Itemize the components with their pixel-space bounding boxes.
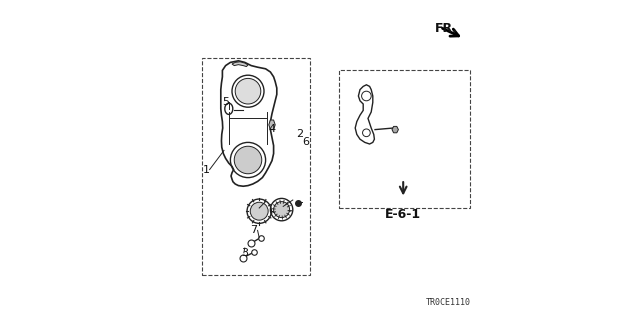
Text: 2: 2 [296, 129, 303, 139]
Circle shape [236, 78, 261, 104]
Text: TR0CE1110: TR0CE1110 [426, 298, 470, 307]
Text: 3: 3 [241, 248, 248, 258]
Polygon shape [232, 62, 248, 67]
Polygon shape [269, 120, 275, 130]
Circle shape [250, 202, 268, 220]
Text: E-6-1: E-6-1 [385, 208, 421, 221]
Text: 1: 1 [203, 164, 210, 175]
Text: FR.: FR. [435, 22, 458, 35]
Polygon shape [392, 126, 398, 133]
Circle shape [234, 146, 262, 174]
Text: 6: 6 [302, 137, 309, 148]
Circle shape [274, 202, 290, 218]
Text: 5: 5 [222, 97, 229, 108]
Text: 4: 4 [268, 124, 276, 134]
Text: 7: 7 [250, 225, 258, 236]
